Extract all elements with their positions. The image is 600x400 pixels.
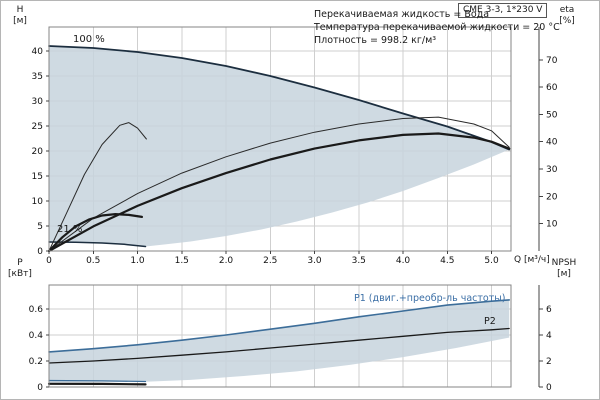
p2-curve-21pct	[47, 382, 147, 386]
eta-axis-title: eta [%]	[551, 5, 583, 27]
eta-pump-curve-21pct	[48, 122, 147, 252]
eta-axis-symbol: eta	[559, 5, 575, 15]
tick-label: 20	[32, 147, 44, 157]
eta-axis-unit: [%]	[559, 16, 575, 26]
condition-density: Плотность = 998.2 кг/м³	[314, 35, 437, 46]
head-curve-100pct	[48, 45, 511, 151]
operating-range-envelope	[49, 299, 510, 383]
power-axis-unit: [кВт]	[8, 269, 32, 279]
speed-max-label: 100 %	[73, 34, 105, 45]
tick-label: 3.0	[307, 256, 322, 266]
p1-curve	[48, 299, 511, 353]
operating-conditions: Перекачиваемая жидкость = Вода Температу…	[314, 9, 560, 48]
plot-frame	[48, 26, 512, 252]
power-axis-title: P [кВт]	[5, 258, 35, 280]
eta-total-curve-21pct	[47, 213, 143, 253]
plot-frame	[48, 284, 512, 388]
tick-label: 50	[546, 110, 558, 120]
tick-label: 30	[546, 165, 558, 175]
p1-curve-21pct	[48, 379, 147, 383]
tick-label: 15	[32, 172, 43, 182]
tick-label: 2.5	[263, 256, 277, 266]
npsh-axis-unit: [м]	[557, 269, 571, 279]
condition-fluid: Перекачиваемая жидкость = Вода	[314, 9, 490, 20]
tick-label: 30	[32, 97, 44, 107]
tick-label: 0	[37, 383, 43, 393]
tick-label: 4.0	[396, 256, 411, 266]
tick-label: 0.5	[86, 256, 100, 266]
tick-label: 6	[546, 305, 552, 315]
tick-label: 10	[546, 220, 558, 230]
tick-label: 40	[32, 47, 44, 57]
p2-curve-label: P2	[484, 316, 496, 327]
flow-axis-title: Q [м³/ч]	[514, 255, 550, 265]
tick-label: 70	[546, 56, 558, 66]
speed-min-label: 21 %	[57, 224, 83, 235]
tick-label: 0.6	[29, 305, 44, 315]
p1-curve-label: P1 (двиг.+преобр-ль частоты)	[354, 293, 506, 304]
tick-label: 0	[37, 247, 43, 257]
tick-label: 0	[546, 383, 552, 393]
eta-total-curve	[47, 132, 511, 253]
tick-label: 40	[546, 138, 558, 148]
eta-pump-curve	[48, 116, 510, 252]
tick-label: 1.5	[175, 256, 189, 266]
tick-label: 2.0	[219, 256, 234, 266]
head-axis-unit: [м]	[13, 16, 27, 26]
tick-label: 3.5	[352, 256, 366, 266]
tick-label: 2	[546, 357, 552, 367]
tick-label: 0.2	[29, 357, 43, 367]
condition-temperature: Температура перекачиваемой жидкости = 20…	[314, 22, 560, 33]
tick-label: 25	[32, 122, 43, 132]
npsh-axis-symbol: NPSH	[551, 258, 577, 268]
tick-label: 35	[32, 72, 43, 82]
tick-label: 4	[546, 331, 552, 341]
head-axis-symbol: H	[16, 5, 24, 15]
tick-label: 5	[37, 222, 43, 232]
pump-model-title: CME 3-3, 1*230 V	[458, 3, 548, 18]
tick-label: 20	[546, 192, 558, 202]
power-axis-symbol: P	[17, 258, 23, 268]
tick-label: 4.5	[440, 256, 454, 266]
npsh-axis-title: NPSH [м]	[544, 258, 584, 280]
p2-curve	[48, 327, 510, 364]
tick-label: 1.0	[130, 256, 145, 266]
tick-label: 0	[46, 256, 52, 266]
tick-label: 60	[546, 83, 558, 93]
head-axis-title: H [м]	[7, 5, 33, 27]
tick-label: 10	[32, 197, 44, 207]
tick-label: 0.4	[29, 331, 44, 341]
tick-label: 5.0	[484, 256, 499, 266]
